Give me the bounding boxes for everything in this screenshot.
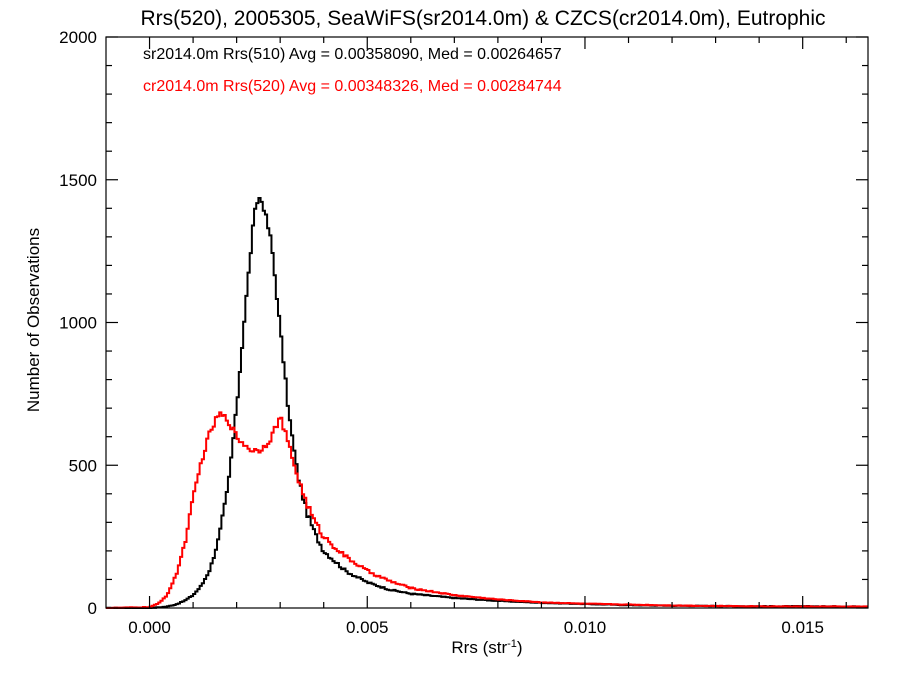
y-axis-ticks: 0 500 1000 1500 2000: [59, 28, 868, 618]
x-axis-label-text: Rrs (str: [451, 638, 507, 657]
y-axis-label: Number of Observations: [24, 228, 43, 412]
legend-entry-cr2014: cr2014.0m Rrs(520) Avg = 0.00348326, Med…: [143, 78, 562, 95]
series-line-1: [106, 411, 868, 609]
x-axis-ticks: 0.000 0.005 0.010 0.015: [128, 37, 847, 637]
x-tick-label: 0.000: [128, 618, 171, 637]
x-axis-label-close: ): [517, 638, 523, 657]
x-axis-label: Rrs (str-1): [451, 638, 522, 657]
x-tick-label: 0.010: [564, 618, 607, 637]
y-tick-label: 1000: [59, 314, 97, 333]
x-axis-label-superscript: -1: [507, 638, 517, 650]
x-tick-label: 0.005: [346, 618, 389, 637]
plot-frame: [105, 36, 869, 609]
x-tick-label: 0.015: [781, 618, 824, 637]
y-tick-label: 2000: [59, 28, 97, 47]
legend-entry-sr2014: sr2014.0m Rrs(510) Avg = 0.00358090, Med…: [143, 46, 562, 63]
series-line-0: [106, 197, 868, 609]
y-tick-label: 0: [88, 599, 97, 618]
y-tick-label: 500: [69, 456, 97, 475]
chart-title: Rrs(520), 2005305, SeaWiFS(sr2014.0m) & …: [140, 7, 825, 30]
y-tick-label: 1500: [59, 171, 97, 190]
plot-area: [106, 197, 868, 609]
